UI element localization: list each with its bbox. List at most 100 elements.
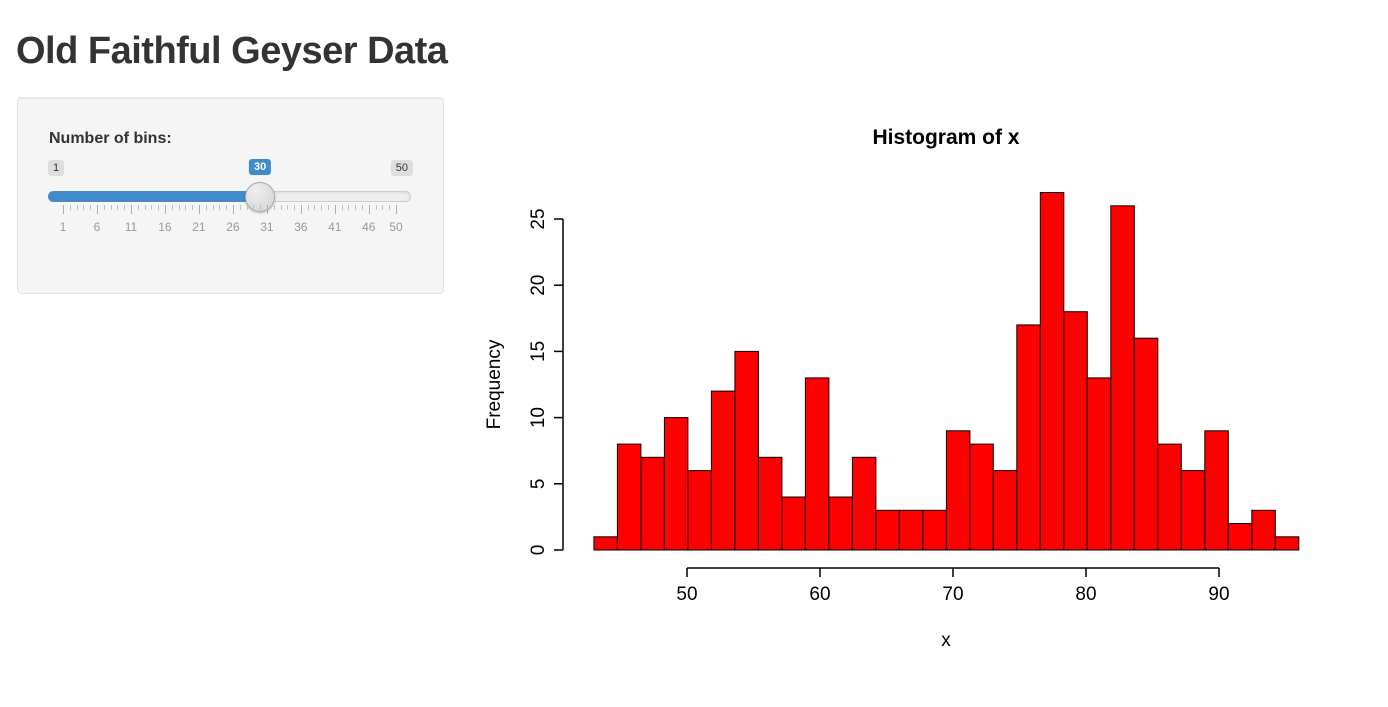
slider-minor-tick — [246, 205, 248, 210]
slider-major-tick — [266, 205, 268, 214]
histogram-plot: 50 60 70 80 90 0 5 10 15 20 25 Histogram of x x Frequ… — [460, 100, 1360, 670]
slider-major-tick — [334, 205, 336, 214]
slider-minor-tick — [260, 205, 262, 210]
histogram-bar — [1133, 337, 1159, 551]
histogram-bar — [593, 536, 618, 551]
histogram-bar — [1204, 430, 1229, 551]
slider-minor-tick — [124, 205, 126, 210]
slider-minor-tick — [205, 205, 207, 210]
histogram-bar — [1157, 443, 1182, 551]
y-tick-label: 25 — [528, 208, 549, 229]
slider-minor-tick — [117, 205, 119, 210]
slider-tick-label: 46 — [362, 220, 376, 234]
x-tick-label: 70 — [942, 584, 963, 605]
slider-minor-tick — [185, 205, 187, 210]
histogram-bar — [898, 509, 924, 551]
slider-minor-tick — [328, 205, 329, 210]
histogram-bar — [1227, 523, 1253, 551]
histogram-bar — [851, 456, 877, 551]
slider-minor-tick — [158, 205, 160, 210]
slider-minor-tick — [103, 205, 105, 210]
slider-minor-tick — [239, 205, 241, 210]
histogram-bar — [992, 470, 1018, 551]
slider-minor-tick — [83, 205, 85, 210]
x-tick-label: 60 — [809, 584, 830, 605]
slider-minor-tick — [341, 205, 343, 210]
slider-minor-tick — [314, 205, 316, 210]
slider-minor-tick — [178, 205, 180, 210]
y-tick-label: 20 — [528, 275, 549, 296]
slider-grid: 1 6 11 16 21 26 31 36 41 46 50 — [48, 205, 411, 245]
slider-minor-tick — [294, 205, 296, 210]
slider-tick-label: 11 — [124, 220, 138, 234]
slider-minor-tick — [76, 205, 78, 210]
slider-minor-tick — [151, 205, 153, 210]
slider-tick-label: 31 — [260, 220, 274, 234]
histogram-bar — [663, 417, 689, 551]
slider-minor-tick — [137, 205, 139, 210]
histogram-bar — [734, 350, 759, 551]
x-axis-title: x — [941, 630, 951, 651]
slider-major-tick — [164, 205, 166, 214]
histogram-bar — [710, 390, 736, 551]
slider-minor-tick — [226, 205, 228, 210]
slider-minor-tick — [307, 205, 309, 210]
slider-major-tick — [368, 205, 370, 214]
slider-minor-tick — [212, 205, 214, 210]
slider-tick-label: 21 — [192, 220, 206, 234]
histogram-bar — [640, 456, 665, 551]
bins-slider[interactable]: 1 50 30 1 6 11 16 21 26 31 36 41 46 50 — [48, 158, 413, 268]
histogram-bar — [804, 377, 830, 551]
slider-tick-label: 16 — [158, 220, 172, 234]
slider-minor-tick — [348, 205, 350, 210]
slider-minor-tick — [382, 205, 384, 210]
histogram-bar — [1251, 509, 1276, 551]
histogram-bar — [1274, 536, 1300, 551]
slider-major-tick — [232, 205, 234, 214]
slider-filled-bar[interactable] — [48, 191, 261, 202]
histogram-bar — [945, 430, 971, 551]
slider-minor-tick — [219, 205, 221, 210]
slider-minor-tick — [69, 205, 71, 210]
y-tick-label: 15 — [528, 341, 549, 362]
slider-minor-tick — [321, 205, 323, 210]
histogram-bar — [1016, 324, 1041, 551]
bins-slider-label: Number of bins: — [49, 130, 172, 147]
slider-minor-tick — [144, 205, 146, 210]
histogram-bar — [687, 470, 712, 551]
slider-major-tick — [131, 205, 132, 214]
x-tick-label: 90 — [1208, 584, 1229, 605]
histogram-bar — [1110, 205, 1135, 551]
slider-minor-tick — [273, 205, 275, 210]
sidebar-panel: Number of bins: 1 50 30 1 6 11 16 21 26 31 36 41… — [17, 97, 444, 294]
slider-handle[interactable] — [245, 182, 276, 212]
slider-tick-label: 41 — [328, 220, 342, 234]
slider-major-tick — [198, 205, 200, 214]
page-title: Old Faithful Geyser Data — [16, 30, 448, 72]
slider-minor-tick — [355, 205, 357, 210]
histogram-bar — [922, 509, 947, 551]
x-tick-label: 50 — [676, 584, 697, 605]
histogram-bar — [781, 496, 806, 551]
slider-minor-tick — [171, 205, 173, 210]
y-tick-label: 0 — [528, 545, 549, 556]
y-tick-label: 10 — [528, 407, 549, 428]
histogram-bar — [875, 509, 900, 551]
slider-tick-label: 6 — [93, 220, 101, 234]
chart-title: Histogram of x — [872, 126, 1019, 149]
slider-tick-label: 1 — [59, 220, 67, 234]
slider-major-tick — [63, 205, 64, 214]
slider-max-label: 50 — [390, 160, 413, 177]
slider-minor-tick — [90, 205, 92, 210]
slider-minor-tick — [110, 205, 112, 210]
slider-tick-label: 36 — [294, 220, 308, 234]
histogram-bar — [1086, 377, 1112, 551]
slider-minor-tick — [389, 205, 391, 210]
slider-minor-tick — [280, 205, 282, 210]
histogram-bar — [757, 456, 783, 551]
histogram-svg: 50 60 70 80 90 0 5 10 15 20 25 Histogram of x x Frequ… — [484, 126, 1300, 651]
histogram-bar — [969, 443, 994, 551]
slider-min-label: 1 — [48, 160, 65, 177]
histogram-bar — [1180, 470, 1206, 551]
